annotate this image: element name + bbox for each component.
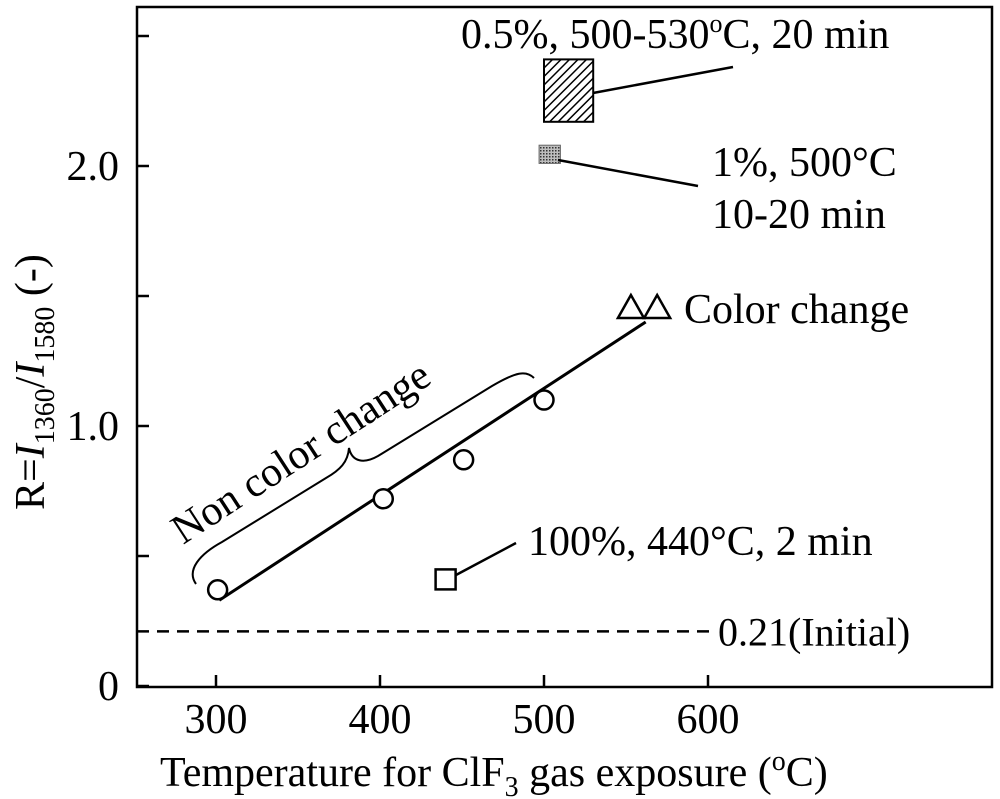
x-tick-label: 500 (513, 697, 576, 743)
plot-frame (135, 5, 994, 689)
ylabel-i1: I (8, 442, 54, 459)
ylabel-slash: / (8, 376, 54, 388)
ylabel-i2: I (8, 361, 54, 378)
ylabel-pre: R= (8, 458, 54, 510)
axis-ticks (137, 34, 710, 688)
tick-labels: 300 400 500 600 0 1.0 2.0 (67, 144, 740, 743)
xlabel-post: gas exposure ( (519, 750, 772, 796)
square-point-label: 100%, 440°C, 2 min (528, 519, 873, 565)
xlabel-end: C) (786, 750, 828, 796)
fit-line (218, 320, 647, 602)
y-tick-label: 0 (98, 664, 119, 710)
circle-point (372, 488, 395, 510)
ylabel-sub2: 1580 (30, 307, 61, 363)
y-tick-label: 1.0 (67, 404, 120, 450)
circle-point (206, 579, 229, 601)
color-change-label: Color change (684, 287, 909, 333)
triangle-point (642, 292, 673, 320)
circle-point (533, 389, 555, 411)
dotted-region (538, 144, 561, 164)
leader-line-square (455, 541, 517, 577)
dots-region-label-line1: 1%, 500°C (712, 140, 897, 186)
initial-reference-label: 0.21(Initial) (718, 609, 910, 654)
triangle-point (615, 292, 647, 320)
dots-region-label-line2: 10-20 min (712, 192, 886, 238)
data-markers (206, 292, 673, 601)
leader-line-dots (557, 158, 699, 188)
xlabel-sub: 3 (505, 772, 519, 799)
ylabel-sub1: 1360 (30, 388, 61, 444)
hatch-label-post: C, 20 min (722, 12, 889, 58)
leader-line-hatch (592, 65, 734, 95)
hatch-label-sup: o (709, 9, 722, 38)
x-tick-label: 400 (349, 697, 412, 743)
ylabel-post: (-) (8, 254, 54, 306)
hatch-label-main: 0.5%, 500-530 (461, 12, 709, 58)
xlabel-pre: Temperature for ClF (160, 750, 505, 796)
y-axis-title: R=I1360/I1580 (-) (8, 254, 61, 510)
x-axis-title: Temperature for ClF3 gas exposure (oC) (160, 746, 828, 799)
xlabel-sup: o (772, 746, 786, 777)
non-color-change-label: Non color change (163, 352, 438, 553)
hatched-region (543, 58, 595, 123)
hatch-region-label: 0.5%, 500-530oC, 20 min (461, 9, 889, 58)
circle-point (452, 449, 475, 471)
non-color-change-brace (191, 372, 535, 585)
square-point (434, 568, 457, 591)
y-tick-label: 2.0 (67, 144, 120, 190)
x-tick-label: 600 (677, 697, 740, 743)
x-tick-label: 300 (185, 697, 248, 743)
